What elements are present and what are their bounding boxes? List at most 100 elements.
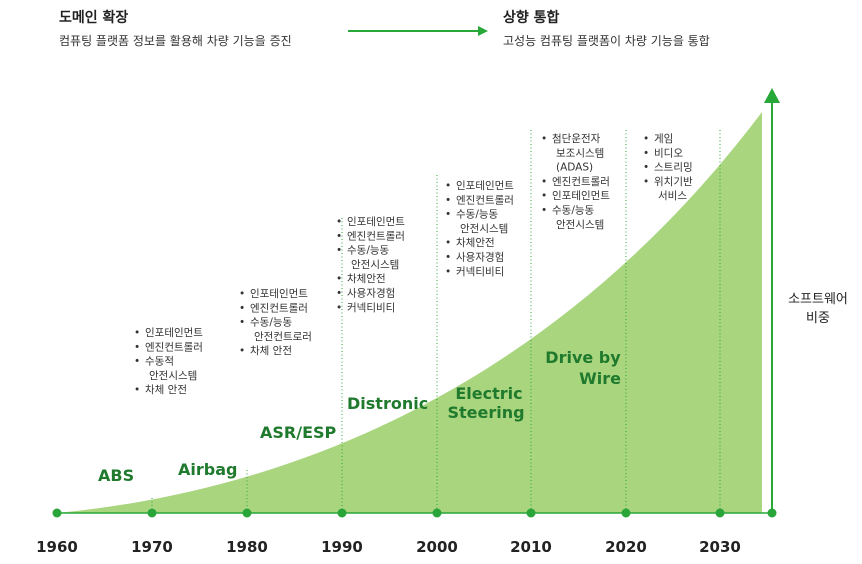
feature-item: 엔진컨트롤러 [347,230,405,242]
dot-1980 [242,508,252,518]
year-label-2000: 2000 [416,538,458,556]
feature-item: 엔진컨트롤러 [145,341,203,353]
dot-end [767,508,777,518]
feature-bullet: • [336,273,342,285]
era-drive-by-wire-line1: Drive by [545,348,621,367]
feature-item: 차체 안전 [250,345,292,357]
header-left-subtitle: 컴퓨팅 플랫폼 정보를 활용해 차량 기능을 증진 [59,34,292,48]
feature-item: 보조시스템 [556,147,604,159]
feature-bullet: • [239,288,245,300]
feature-item: 수동/능동 [347,245,390,257]
year-labels: 1960 1970 1980 1990 2000 2010 2020 2030 [36,538,741,556]
feature-item: 커넥티비티 [456,266,504,278]
year-label-1960: 1960 [36,538,78,556]
feature-bullet: • [239,345,245,357]
year-label-2010: 2010 [510,538,552,556]
feature-bullet: • [541,205,547,217]
era-electric-steering-line2: Steering [447,403,524,422]
feature-item: 안전시스템 [460,223,508,235]
feature-item: 안전시스템 [556,219,604,231]
dot-1970 [147,508,157,518]
vertical-axis-arrow [764,88,780,512]
header-arrow [348,26,488,36]
feature-item: 안전시스템 [149,370,197,382]
feature-item: 수동/능동 [552,205,595,217]
feature-bullet: • [541,176,547,188]
feature-item: 안전시스템 [351,259,399,271]
dot-2010 [526,508,536,518]
feature-bullet: • [643,162,649,174]
feature-bullet: • [445,209,451,221]
feature-bullet: • [239,317,245,329]
feature-bullet: • [134,327,140,339]
feature-item: 비디오 [654,147,683,159]
feature-bullet: • [336,302,342,314]
feature-item: 엔진컨트롤러 [552,176,610,188]
era-abs: ABS [98,466,134,485]
feature-item: (ADAS) [556,162,593,174]
feature-item: 차체안전 [456,237,495,249]
feature-bullet: • [336,230,342,242]
feature-item: 인포테인먼트 [250,288,308,300]
dot-2020 [621,508,631,518]
feature-bullet: • [643,147,649,159]
year-label-2030: 2030 [699,538,741,556]
year-label-1980: 1980 [226,538,268,556]
feature-item: 인포테인먼트 [552,190,610,202]
feature-item: 인포테인먼트 [347,216,405,228]
feature-item: 수동/능동 [250,317,293,329]
feature-bullet: • [445,194,451,206]
feature-bullet: • [336,288,342,300]
feature-bullet: • [643,176,649,188]
dot-1990 [337,508,347,518]
feature-item: 사용자경험 [347,287,395,300]
feature-bullet: • [134,341,140,353]
feature-item: 수동/능동 [456,209,499,221]
decade-guides [151,130,721,513]
era-airbag: Airbag [178,460,237,479]
dot-1960 [52,508,62,518]
header-right-title: 상향 통합 [503,10,560,26]
feature-item: 엔진컨트롤러 [250,302,308,314]
feature-item: 차체안전 [347,273,386,285]
feature-bullet: • [541,190,547,202]
dot-2000 [432,508,442,518]
header-left-title: 도메인 확장 [59,10,129,26]
feature-bullet: • [239,302,245,314]
feature-bullet: • [541,133,547,145]
year-label-1990: 1990 [321,538,363,556]
year-label-2020: 2020 [605,538,647,556]
feature-bullet: • [445,237,451,249]
feature-bullet: • [336,216,342,228]
year-label-1970: 1970 [131,538,173,556]
feature-item: 수동적 [145,356,174,368]
side-label-line1: 소프트웨어 [788,292,848,307]
feature-item: 첨단운전자 [552,133,601,145]
software-growth-area [57,112,762,513]
feature-item: 안전컨트로러 [254,331,312,343]
dot-2030 [715,508,725,518]
side-label-line2: 비중 [806,311,830,326]
era-labels: ABS Airbag ASR/ESP Distronic Electric St… [98,348,621,485]
feature-item: 인포테인먼트 [145,327,203,339]
era-electric-steering-line1: Electric [455,384,522,403]
feature-item: 위치기반 [654,175,693,188]
feature-bullet: • [336,245,342,257]
feature-item: 엔진컨트롤러 [456,194,514,206]
feature-item: 인포테인먼트 [456,180,514,192]
feature-item: 서비스 [658,190,687,202]
era-distronic: Distronic [347,394,428,413]
era-asr-esp: ASR/ESP [260,423,337,442]
feature-bullet: • [445,266,451,278]
feature-item: 스트리밍 [654,162,693,174]
feature-item: 게임 [654,132,673,145]
header-right-subtitle: 고성능 컴퓨팅 플랫폼이 차량 기능을 통합 [503,34,710,48]
feature-bullet: • [643,133,649,145]
